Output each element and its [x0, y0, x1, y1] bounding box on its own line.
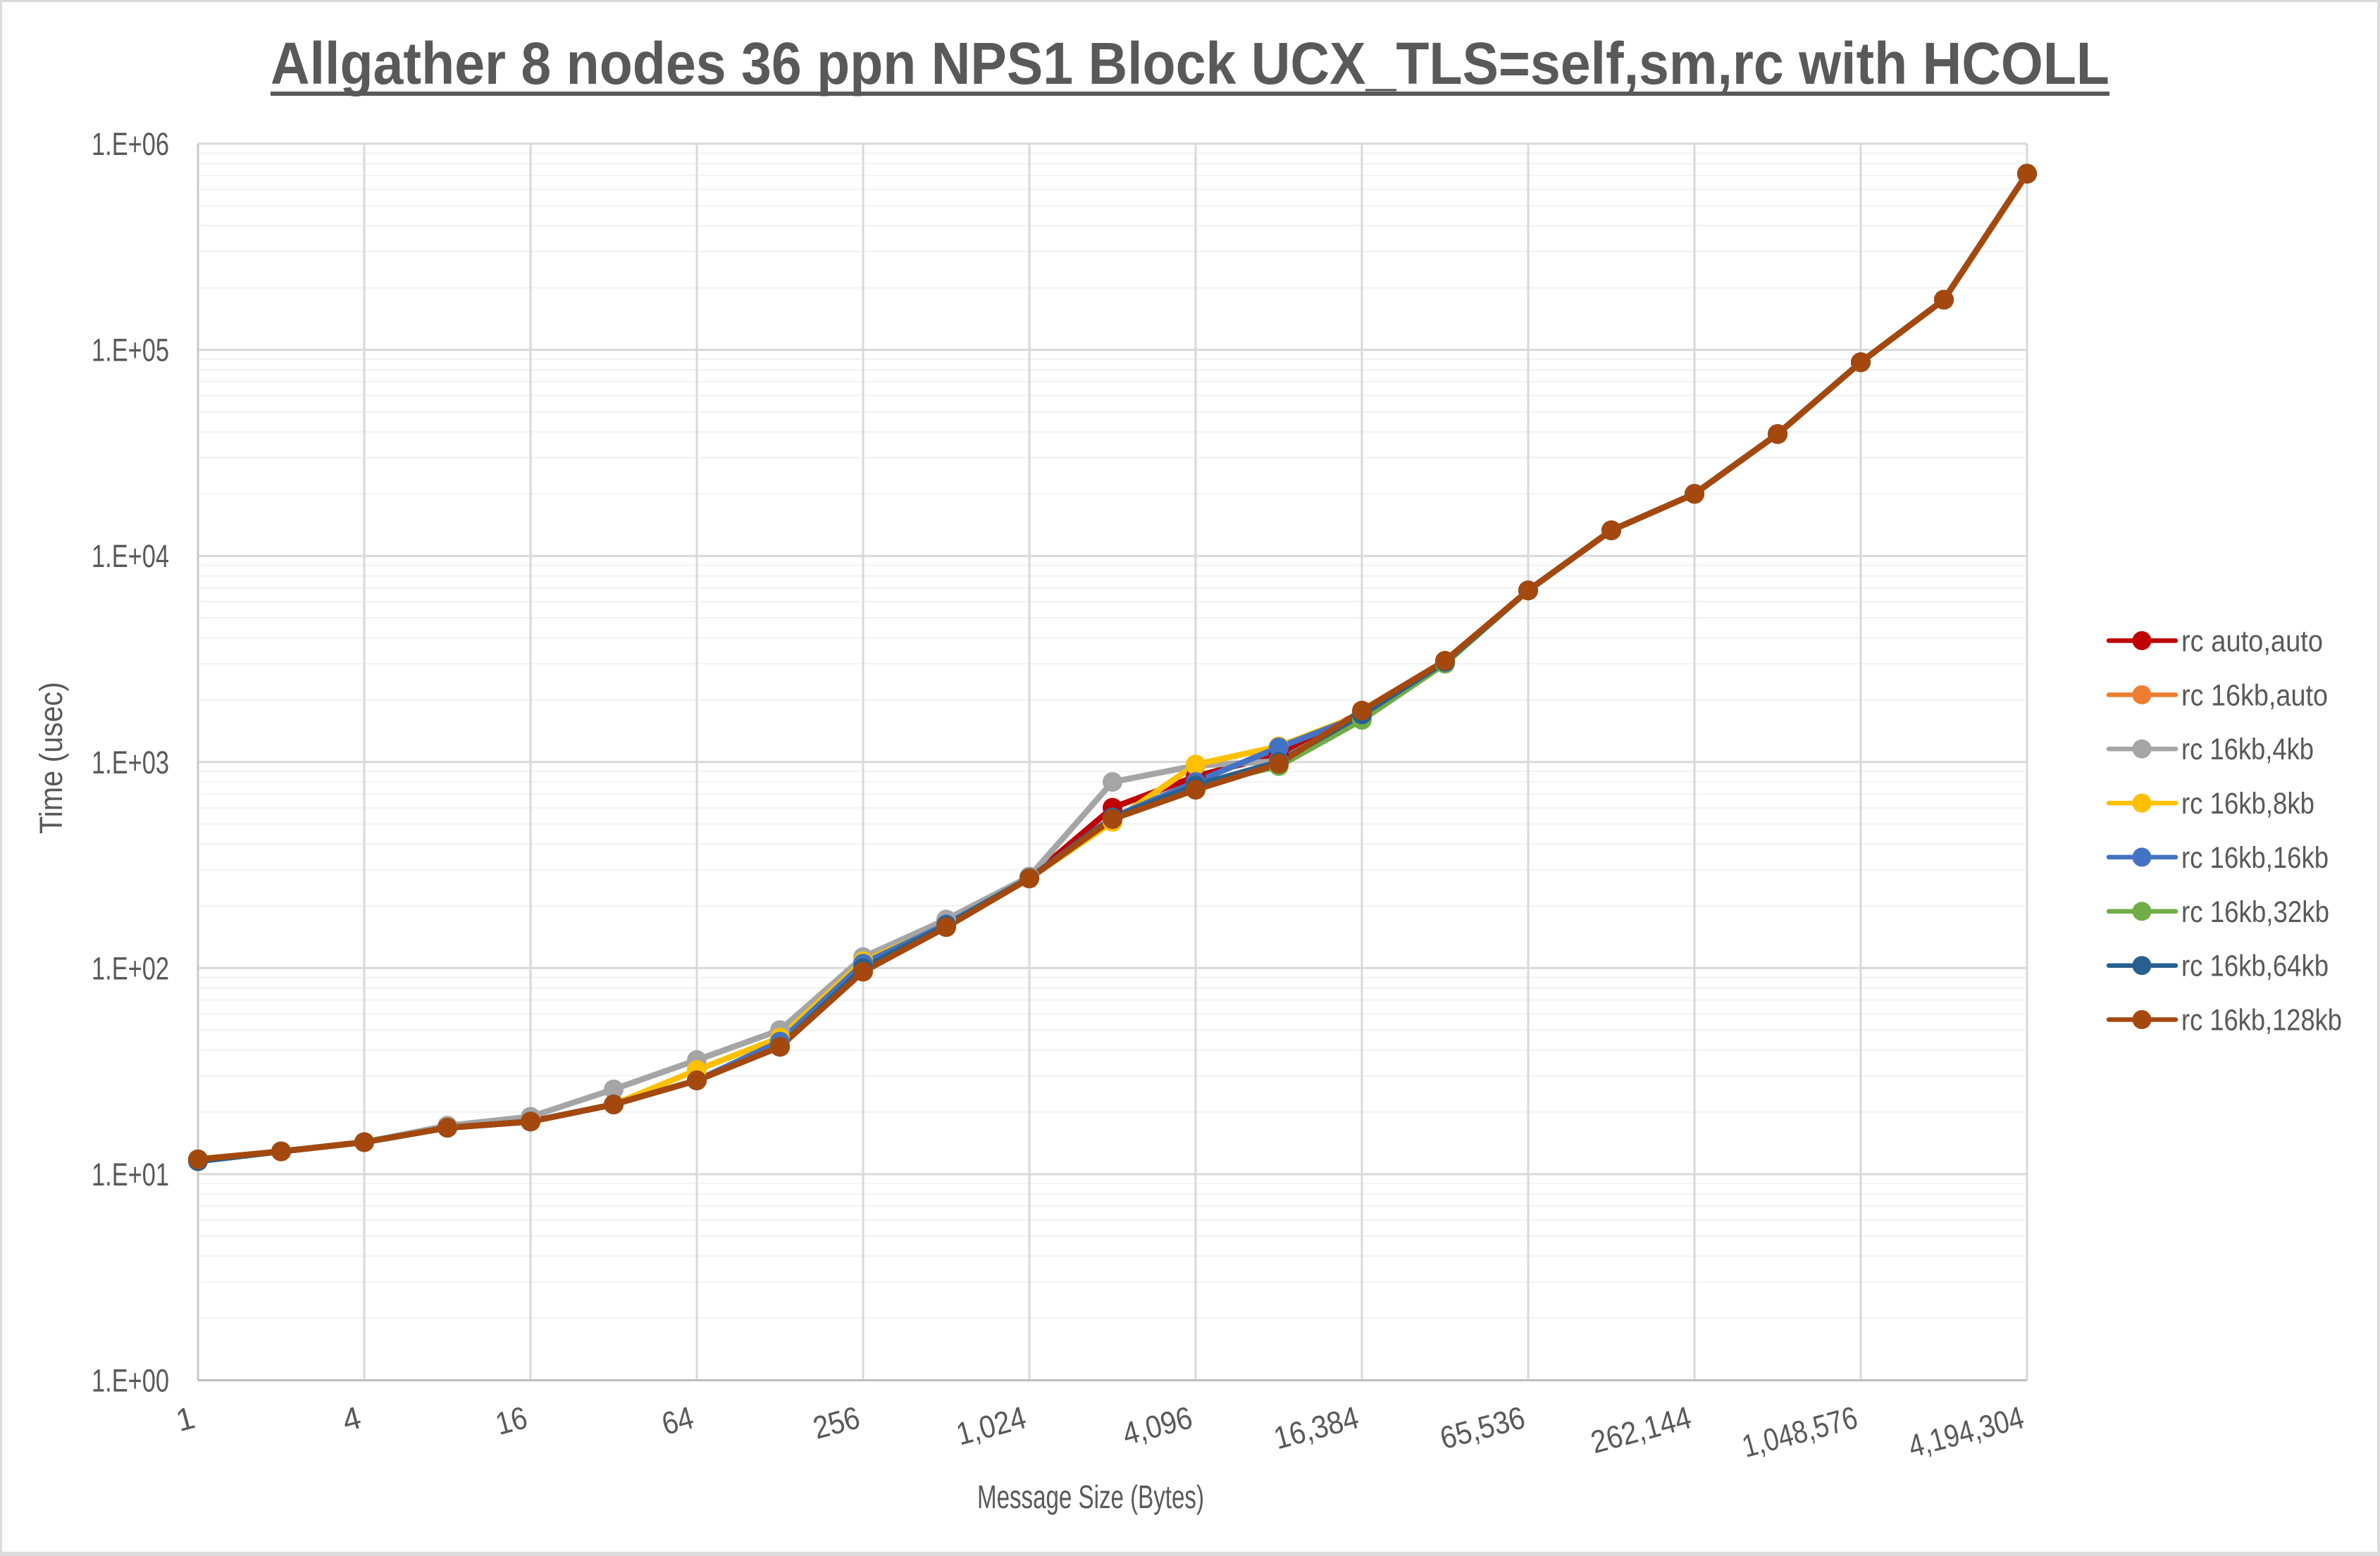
svg-text:rc 16kb,32kb: rc 16kb,32kb: [2181, 895, 2329, 929]
svg-text:Message Size (Bytes): Message Size (Bytes): [977, 1479, 1204, 1515]
svg-text:rc 16kb,16kb: rc 16kb,16kb: [2181, 841, 2329, 875]
svg-text:rc 16kb,auto: rc 16kb,auto: [2181, 678, 2328, 712]
svg-text:1.E+00: 1.E+00: [92, 1363, 169, 1399]
svg-text:1.E+01: 1.E+01: [92, 1157, 169, 1193]
svg-text:1.E+03: 1.E+03: [92, 745, 169, 780]
svg-text:1.E+04: 1.E+04: [92, 538, 169, 574]
svg-text:rc 16kb,64kb: rc 16kb,64kb: [2181, 950, 2329, 983]
svg-text:1.E+02: 1.E+02: [92, 950, 169, 986]
svg-text:rc 16kb,4kb: rc 16kb,4kb: [2181, 733, 2314, 766]
svg-text:1.E+06: 1.E+06: [92, 126, 169, 162]
svg-text:rc 16kb,8kb: rc 16kb,8kb: [2181, 787, 2314, 821]
svg-text:Allgather 8 nodes 36 ppn NPS1: Allgather 8 nodes 36 ppn NPS1 Block UCX_…: [271, 30, 2109, 97]
svg-text:rc auto,auto: rc auto,auto: [2181, 625, 2323, 659]
svg-text:Time (usec): Time (usec): [33, 682, 69, 834]
svg-text:1.E+05: 1.E+05: [92, 332, 169, 368]
svg-text:rc 16kb,128kb: rc 16kb,128kb: [2181, 1004, 2342, 1038]
